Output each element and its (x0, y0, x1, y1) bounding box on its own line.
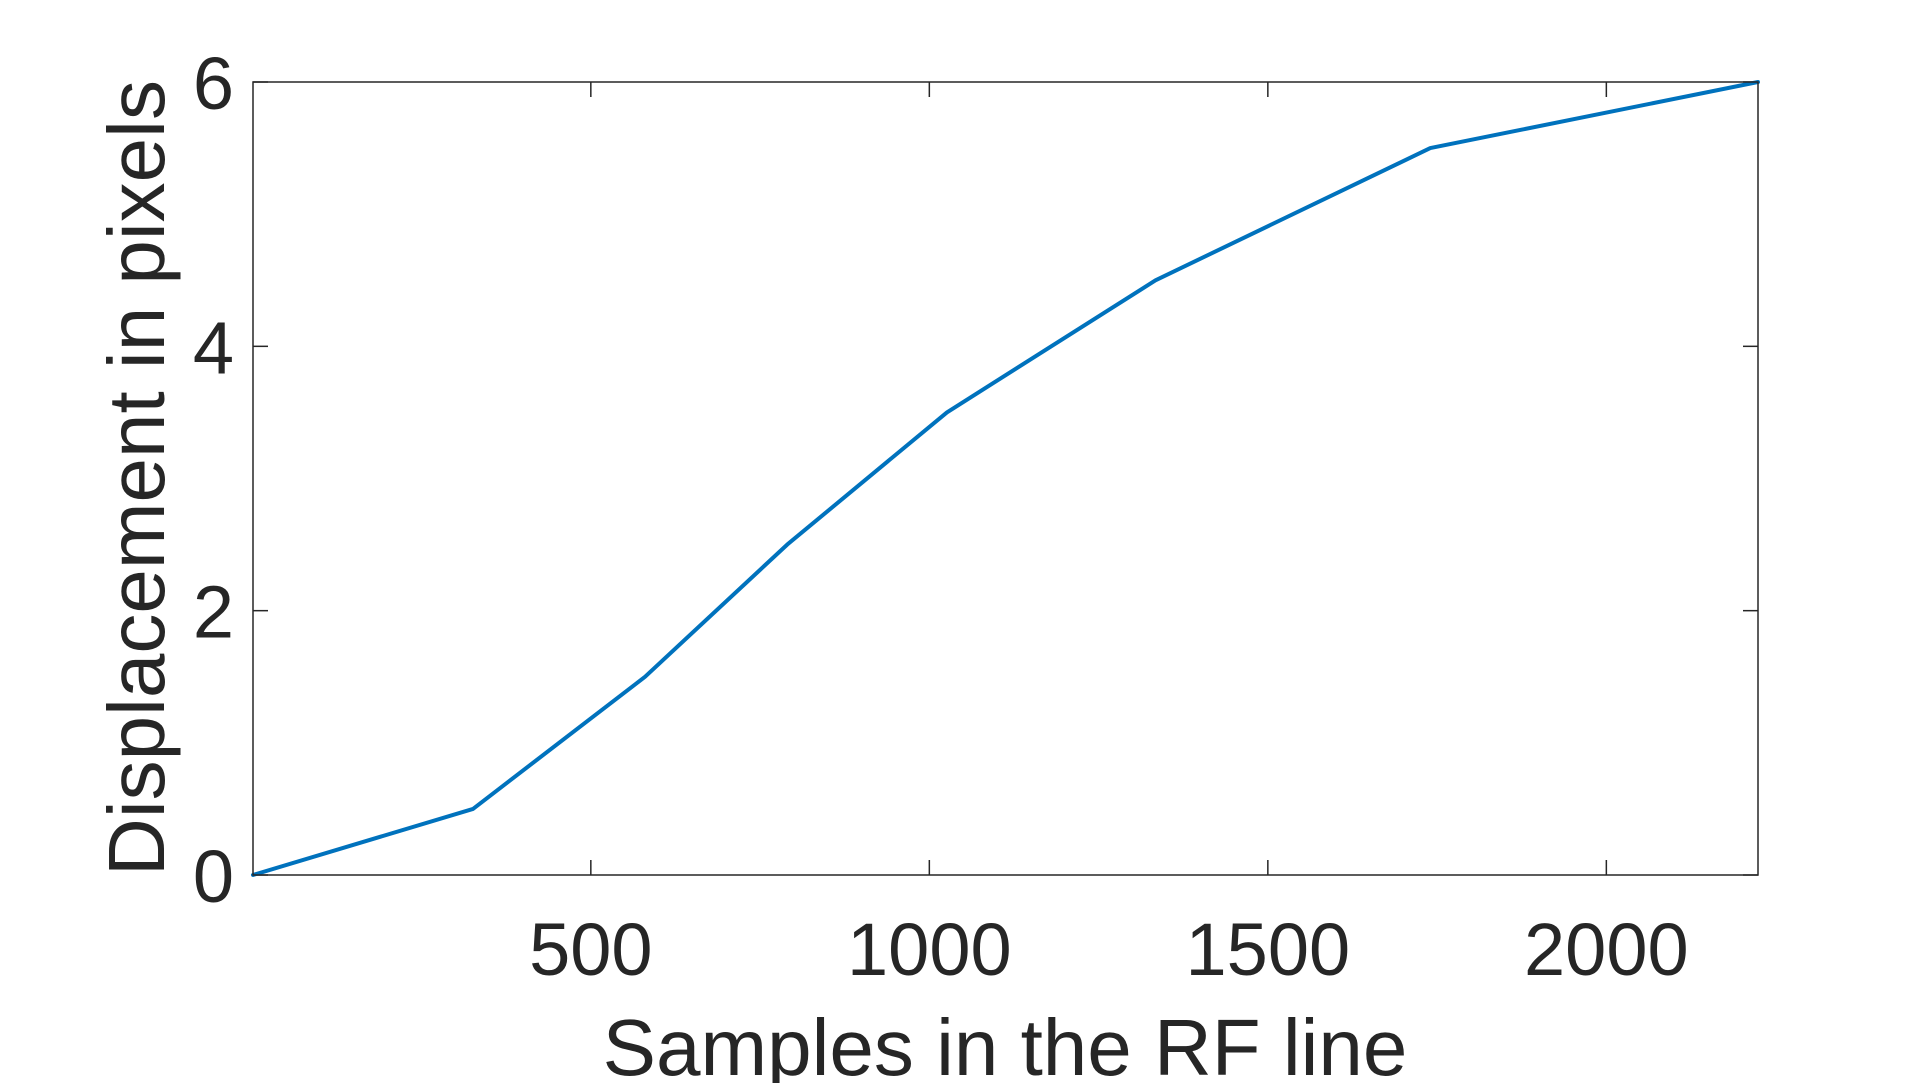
y-axis-label: Displacement in pixels (92, 80, 181, 876)
x-tick-label: 1000 (847, 908, 1012, 991)
x-tick-label: 500 (529, 908, 652, 991)
y-tick-label: 2 (193, 571, 234, 654)
x-tick-label: 2000 (1524, 908, 1689, 991)
series-line (251, 80, 1760, 877)
y-tick-labels: 0 2 4 6 (193, 42, 234, 918)
plot-area (253, 82, 1758, 875)
axes-box (252, 81, 1759, 876)
y-tick-label: 4 (193, 306, 234, 389)
x-tick-label: 1500 (1186, 908, 1351, 991)
tick-marks (253, 81, 1758, 876)
y-tick-label: 0 (193, 835, 234, 918)
x-axis-label: Samples in the RF line (603, 1003, 1408, 1083)
y-tick-label: 6 (193, 42, 234, 125)
x-tick-labels: 500 1000 1500 2000 (529, 908, 1689, 991)
